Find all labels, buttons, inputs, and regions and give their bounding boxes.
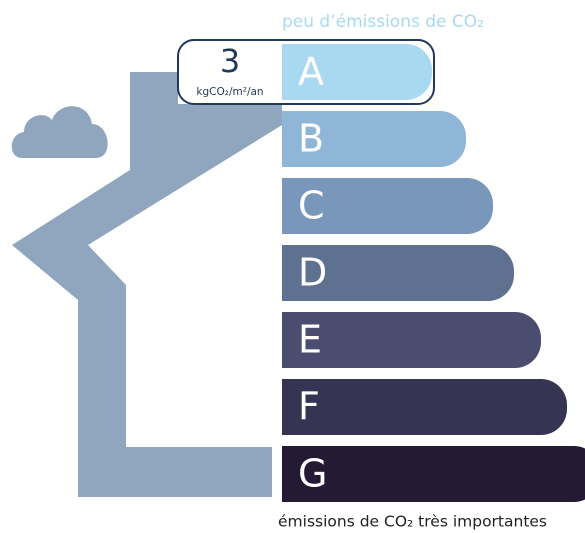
- class-letter: G: [298, 452, 327, 496]
- ges-label: peu d’émissions de CO₂ 3 kgCO₂/m²/an ABC…: [0, 0, 585, 533]
- class-bar: [282, 379, 567, 435]
- class-letter: E: [298, 318, 322, 362]
- class-letter: F: [298, 385, 320, 429]
- class-letter: B: [298, 117, 324, 161]
- unit: kgCO₂/m²/an: [196, 86, 263, 98]
- class-letter: A: [298, 50, 324, 94]
- class-letter: D: [298, 251, 327, 295]
- bottom-label: émissions de CO₂ très importantes: [278, 513, 547, 531]
- class-letter: C: [298, 184, 325, 228]
- top-label: peu d’émissions de CO₂: [282, 12, 484, 32]
- cloud: [12, 106, 108, 158]
- value: 3: [220, 42, 240, 80]
